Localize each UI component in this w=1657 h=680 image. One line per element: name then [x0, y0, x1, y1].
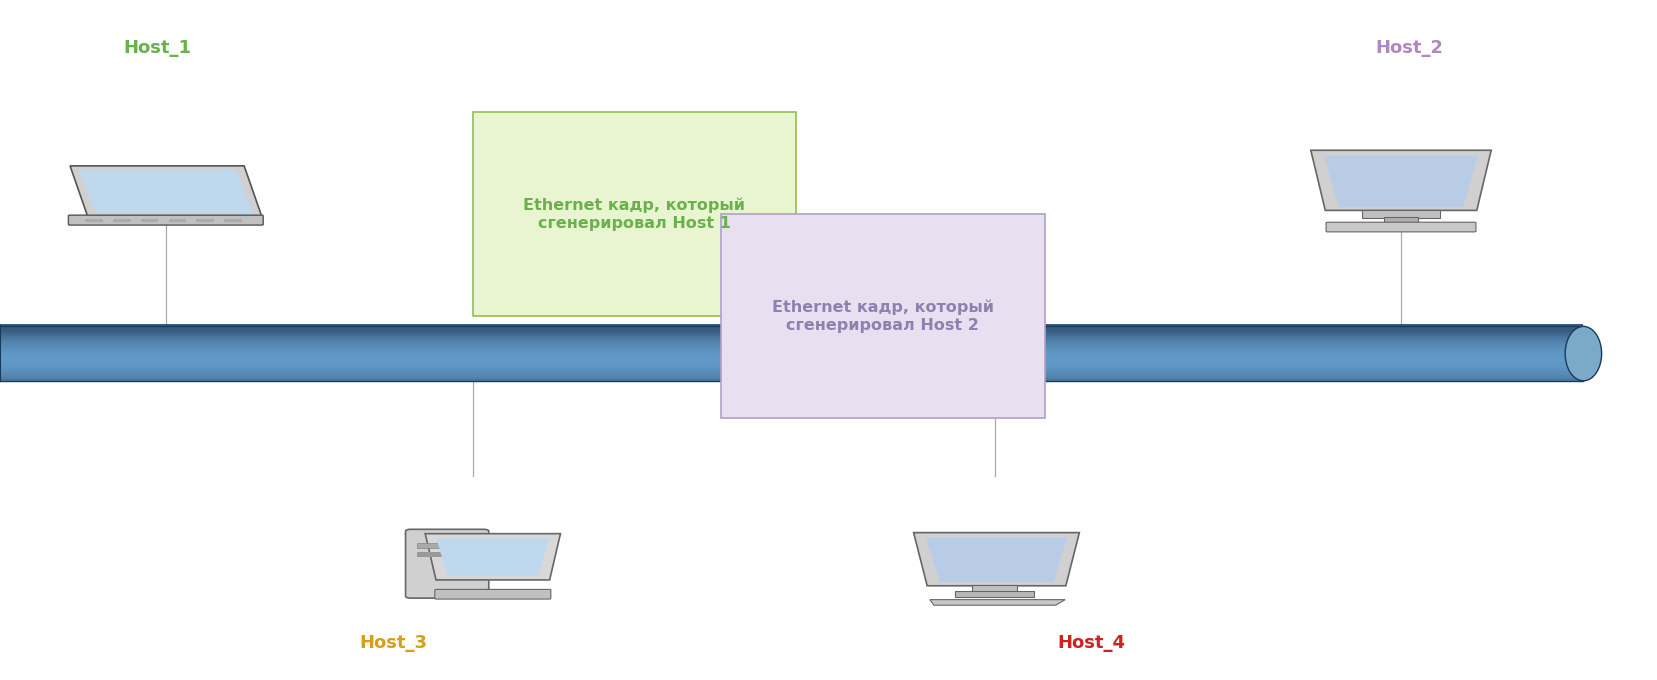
Polygon shape [913, 532, 1079, 585]
Bar [0, 354, 1582, 356]
Bar [0, 362, 1582, 364]
Polygon shape [1324, 156, 1476, 207]
Bar [0, 360, 1582, 362]
Bar [0, 337, 1582, 339]
Bar [0, 375, 1582, 377]
Bar [141, 219, 157, 222]
Bar [971, 585, 1017, 592]
Bar [0, 344, 1582, 346]
Bar [0, 363, 1582, 365]
Bar [0, 376, 1582, 378]
Polygon shape [78, 169, 254, 214]
Bar [0, 330, 1582, 332]
Polygon shape [930, 600, 1064, 605]
Bar [0, 352, 1582, 354]
Bar [0, 373, 1582, 375]
Polygon shape [926, 538, 1067, 582]
Bar [0, 343, 1582, 345]
Bar [954, 592, 1034, 597]
Bar [0, 355, 1582, 357]
FancyBboxPatch shape [68, 215, 263, 225]
Bar [0, 359, 1582, 361]
Bar [1360, 210, 1440, 218]
Bar [0, 340, 1582, 342]
Bar [0, 377, 1582, 379]
Text: Host_2: Host_2 [1374, 39, 1443, 56]
Text: Host_1: Host_1 [123, 39, 192, 56]
Bar [0, 339, 1582, 341]
Bar [0, 348, 1582, 350]
Text: Ethernet кадр, который
сгенерировал Host 1: Ethernet кадр, который сгенерировал Host… [524, 198, 744, 231]
Bar [0, 347, 1582, 349]
Bar [0, 356, 1582, 358]
Bar [113, 219, 131, 222]
Bar [0, 327, 1582, 329]
Bar [0, 324, 1582, 326]
Bar [418, 543, 477, 547]
Bar [224, 219, 242, 222]
Polygon shape [436, 539, 548, 576]
Bar [0, 350, 1582, 352]
Bar [196, 219, 214, 222]
Bar [0, 333, 1582, 335]
Bar [85, 219, 103, 222]
FancyBboxPatch shape [721, 214, 1044, 418]
Bar [0, 371, 1582, 373]
FancyBboxPatch shape [1326, 222, 1475, 232]
Polygon shape [70, 166, 262, 216]
Ellipse shape [1564, 326, 1601, 381]
Bar [0, 364, 1582, 367]
Bar [0, 351, 1582, 353]
Bar [0, 334, 1582, 336]
Polygon shape [1311, 150, 1490, 210]
Bar [169, 219, 186, 222]
Bar [0, 379, 1582, 381]
Bar [418, 551, 451, 557]
Bar [0, 328, 1582, 330]
Bar [0, 367, 1582, 369]
Text: Host_4: Host_4 [1056, 634, 1125, 651]
Bar [1384, 218, 1417, 223]
Bar [0, 368, 1582, 370]
Bar [0, 335, 1582, 337]
Polygon shape [424, 534, 560, 580]
Text: Ethernet кадр, который
сгенерировал Host 2: Ethernet кадр, который сгенерировал Host… [772, 300, 993, 333]
Bar [0, 331, 1582, 333]
Text: Host_3: Host_3 [358, 634, 428, 651]
Bar [0, 369, 1582, 371]
Bar [0, 345, 1582, 347]
Bar [0, 341, 1582, 343]
FancyBboxPatch shape [472, 112, 795, 316]
Bar [0, 372, 1582, 374]
FancyBboxPatch shape [434, 590, 550, 599]
Bar [0, 326, 1582, 328]
FancyBboxPatch shape [406, 529, 489, 598]
Bar [0, 358, 1582, 360]
